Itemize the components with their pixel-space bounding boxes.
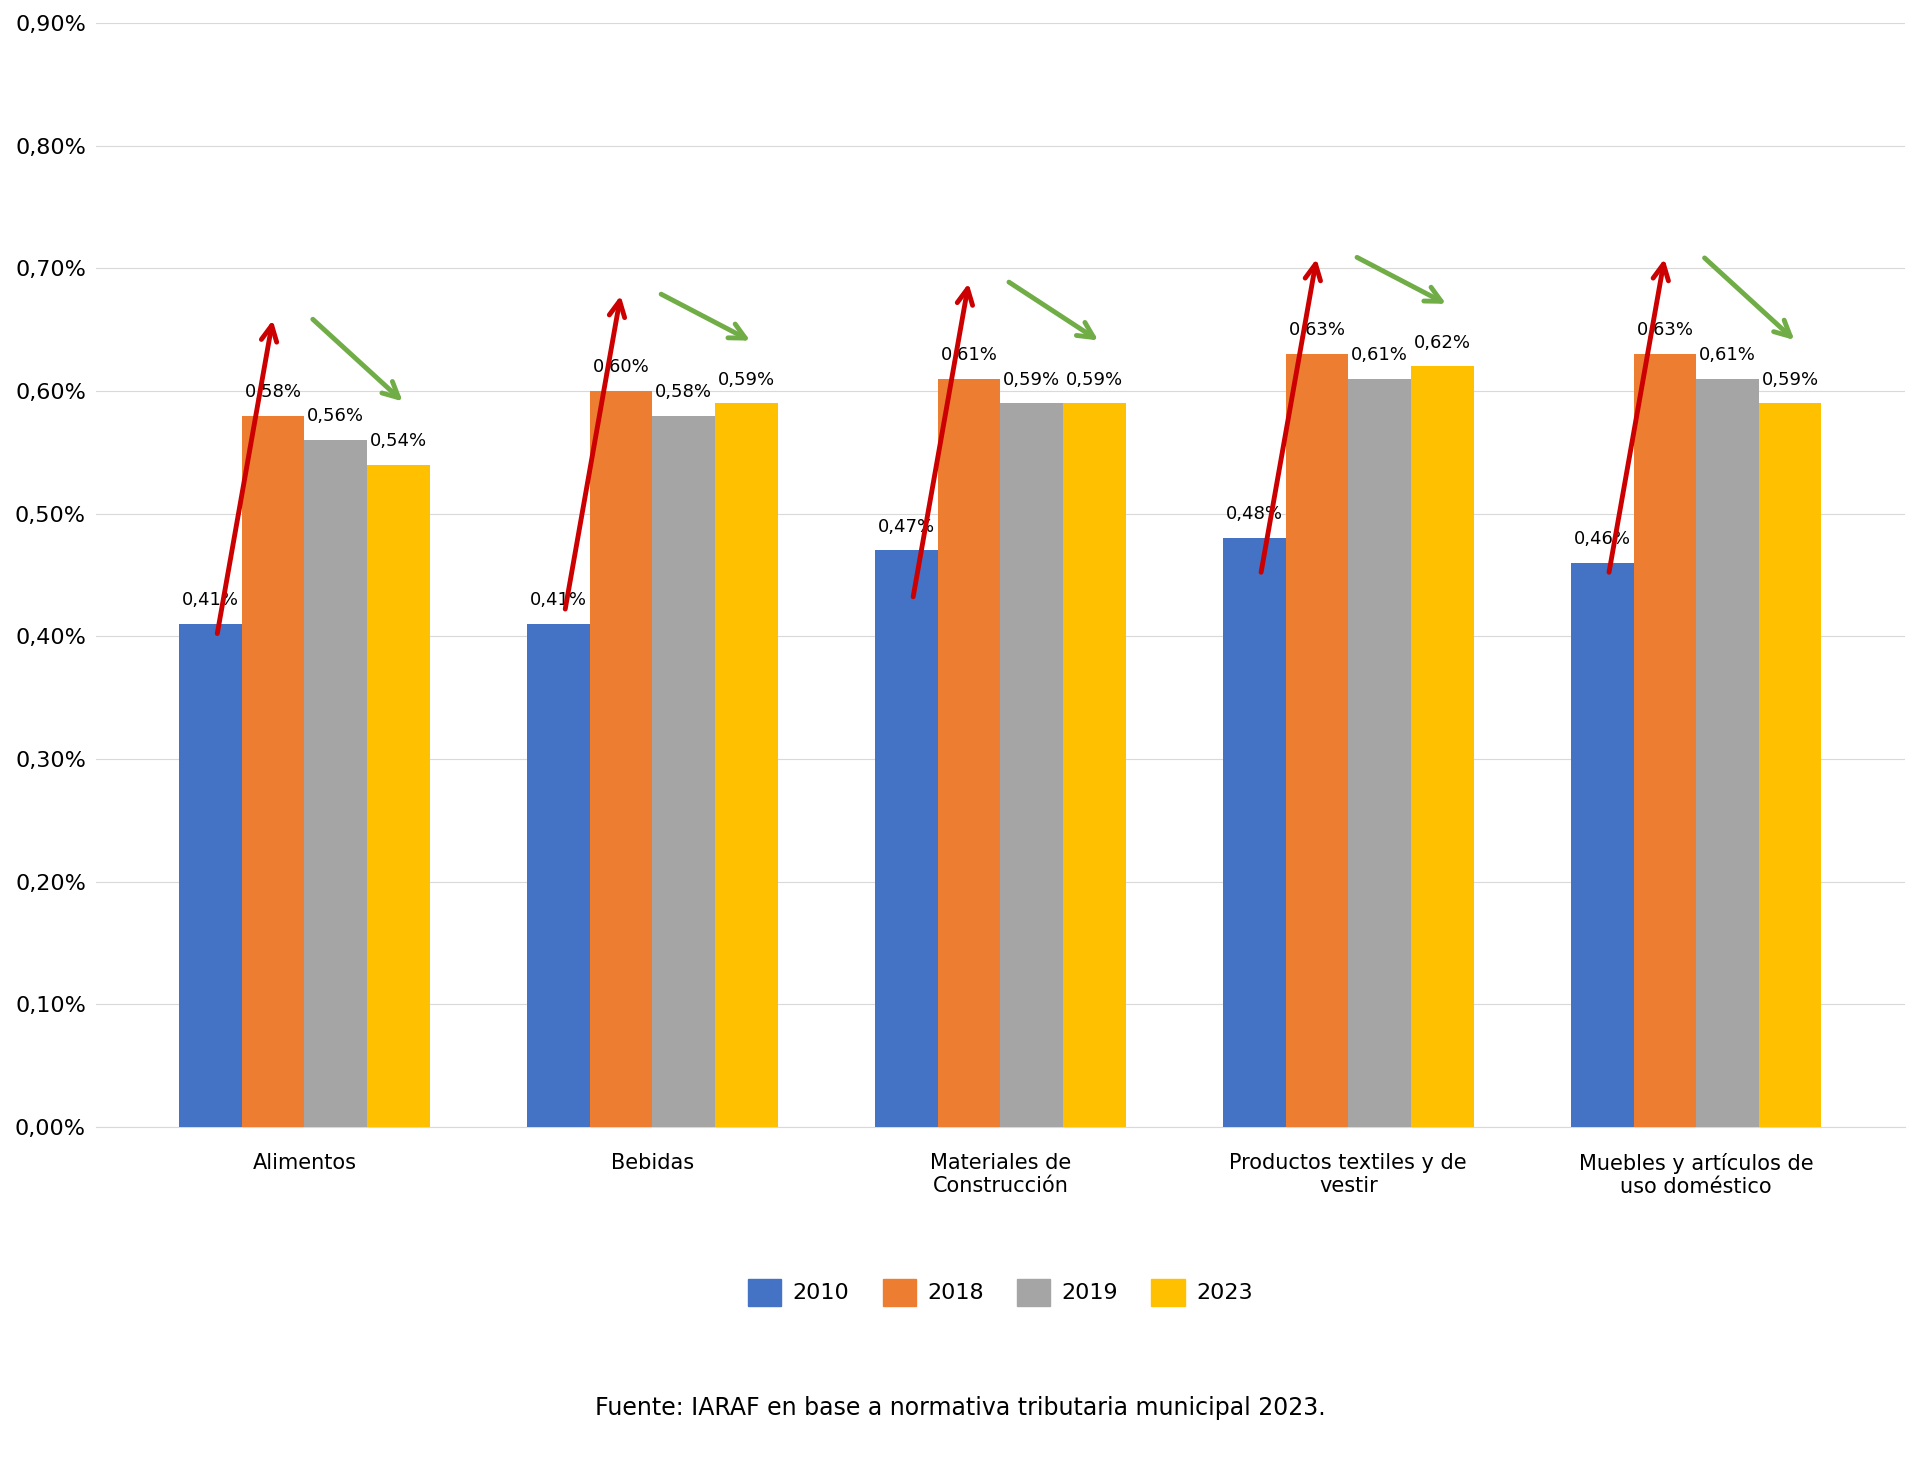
Bar xyxy=(1411,366,1473,1127)
Text: 0,58%: 0,58% xyxy=(655,383,712,400)
Text: 0,63%: 0,63% xyxy=(1288,321,1346,340)
Bar xyxy=(653,415,714,1127)
Bar xyxy=(1000,403,1064,1127)
Bar xyxy=(179,625,242,1127)
Bar xyxy=(1695,378,1759,1127)
Text: 0,46%: 0,46% xyxy=(1574,531,1630,548)
Text: 0,41%: 0,41% xyxy=(530,591,588,610)
Text: 0,61%: 0,61% xyxy=(1352,346,1407,364)
Bar xyxy=(876,550,937,1127)
Text: 0,63%: 0,63% xyxy=(1636,321,1693,340)
Text: 0,60%: 0,60% xyxy=(593,358,649,377)
Text: 0,58%: 0,58% xyxy=(244,383,301,400)
Bar xyxy=(1223,538,1286,1127)
Text: 0,61%: 0,61% xyxy=(941,346,998,364)
Bar xyxy=(1571,563,1634,1127)
Text: 0,59%: 0,59% xyxy=(1763,371,1818,388)
Bar xyxy=(589,391,653,1127)
Text: 0,61%: 0,61% xyxy=(1699,346,1757,364)
Text: 0,48%: 0,48% xyxy=(1225,506,1283,523)
Bar xyxy=(1064,403,1125,1127)
Text: 0,59%: 0,59% xyxy=(1066,371,1123,388)
Text: 0,59%: 0,59% xyxy=(718,371,776,388)
Text: 0,47%: 0,47% xyxy=(877,517,935,535)
Bar xyxy=(528,625,589,1127)
Bar xyxy=(937,378,1000,1127)
Bar xyxy=(1759,403,1822,1127)
Bar xyxy=(1634,355,1695,1127)
Text: 0,54%: 0,54% xyxy=(371,432,426,450)
Legend: 2010, 2018, 2019, 2023: 2010, 2018, 2019, 2023 xyxy=(739,1270,1261,1315)
Text: 0,56%: 0,56% xyxy=(307,408,365,425)
Text: Fuente: IARAF en base a normativa tributaria municipal 2023.: Fuente: IARAF en base a normativa tribut… xyxy=(595,1396,1325,1419)
Bar xyxy=(714,403,778,1127)
Bar xyxy=(367,465,430,1127)
Bar xyxy=(1286,355,1348,1127)
Text: 0,41%: 0,41% xyxy=(182,591,240,610)
Bar xyxy=(242,415,305,1127)
Text: 0,62%: 0,62% xyxy=(1413,334,1471,352)
Bar xyxy=(1348,378,1411,1127)
Text: 0,59%: 0,59% xyxy=(1002,371,1060,388)
Bar xyxy=(305,440,367,1127)
